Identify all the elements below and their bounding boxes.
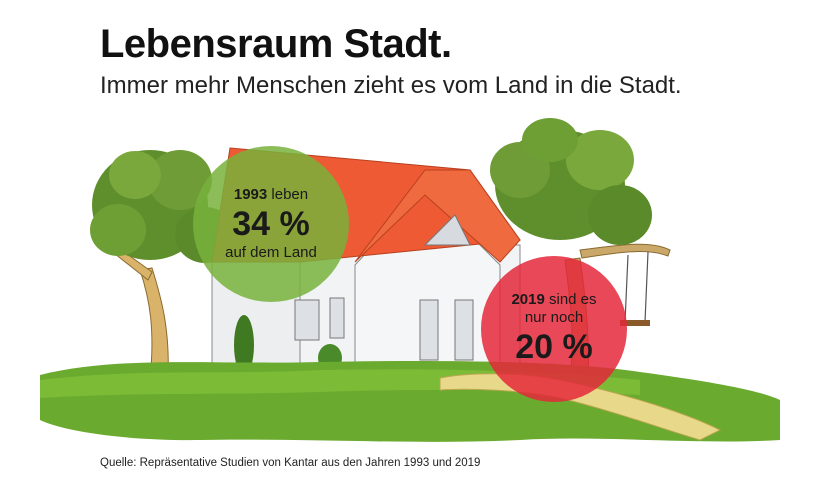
stat-2019-line1-rest: sind es: [544, 291, 597, 308]
stat-2019-year: 2019: [511, 291, 545, 308]
stat-1993-line3: auf dem Land: [225, 244, 317, 261]
stat-2019-value: 20 %: [515, 328, 593, 366]
page-subtitle: Immer mehr Menschen zieht es vom Land in…: [100, 72, 682, 99]
stat-1993-line1: 1993 leben: [234, 186, 308, 204]
source-note: Quelle: Repräsentative Studien von Kanta…: [100, 457, 481, 469]
stat-bubble-1993: 1993 leben 34 % auf dem Land: [193, 146, 349, 302]
stat-2019-line2: nur noch: [524, 309, 584, 326]
stat-bubble-2019: 2019 sind es nur noch 20 %: [481, 256, 627, 402]
stat-1993-value: 34 %: [232, 205, 310, 243]
page-title: Lebensraum Stadt.: [100, 22, 452, 66]
stat-1993-year: 1993: [233, 186, 268, 203]
stat-1993-line1-rest: leben: [267, 186, 309, 203]
stat-2019-line1: 2019 sind es: [511, 291, 596, 309]
